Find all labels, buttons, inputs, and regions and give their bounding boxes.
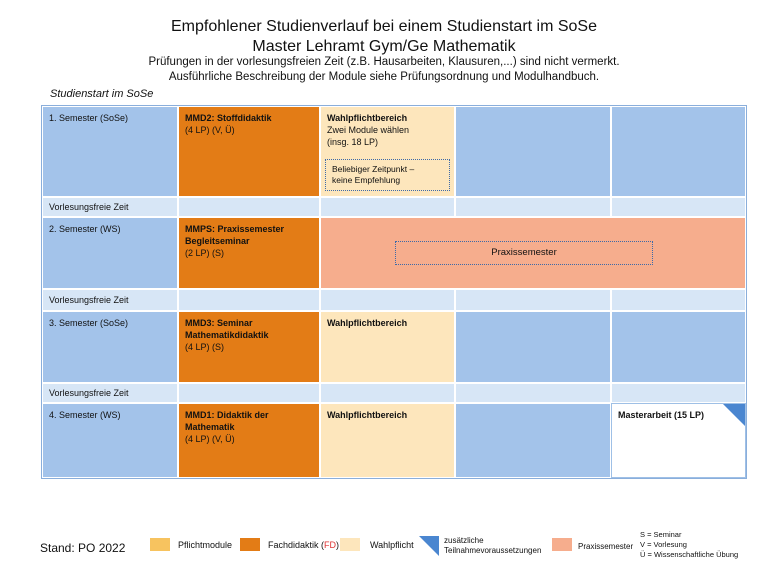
empty-cell <box>178 383 320 403</box>
row-label-text: Vorlesungsfreie Zeit <box>49 388 129 398</box>
module-info: (4 LP) (V, Ü) <box>185 125 235 135</box>
legend-text: S = Seminar <box>640 530 682 539</box>
masterarbeit-cell: Masterarbeit (15 LP) <box>611 403 746 478</box>
module-title: MMD1: Didaktik der <box>185 410 269 420</box>
legend-swatch-fachdidaktik <box>240 538 260 551</box>
legend-fd-abbrev: FD <box>324 540 337 550</box>
title-line-2: Master Lehramt Gym/Ge Mathematik <box>252 38 516 55</box>
subtitle-line-2: Ausführliche Beschreibung der Module sie… <box>168 71 600 83</box>
praxissemester-block: Praxissemester <box>320 217 746 289</box>
praxissemester-label: Praxissemester <box>395 241 653 265</box>
legend-label-wahlpflicht: Wahlpflicht <box>370 540 414 550</box>
legend-swatch-pflicht <box>150 538 170 551</box>
row-label-text: Vorlesungsfreie Zeit <box>49 295 129 305</box>
module-title: MMD3: Seminar <box>185 318 253 328</box>
legend-text: Teilnahmevoraussetzungen <box>444 546 542 555</box>
module-info: (4 LP) (S) <box>185 342 225 352</box>
row-label-text: 2. Semester (WS) <box>49 224 121 234</box>
empty-cell <box>611 197 746 217</box>
module-mmd2: MMD2: Stoffdidaktik (4 LP) (V, Ü) <box>178 106 320 197</box>
module-title: Mathematik <box>185 422 235 432</box>
empty-cell <box>320 289 455 311</box>
row-label-sem1: 1. Semester (SoSe) <box>42 106 178 197</box>
triangle-marker-icon <box>419 536 439 556</box>
note-line: keine Empfehlung <box>332 175 401 185</box>
module-info: (insg. 18 LP) <box>327 137 379 147</box>
empty-cell <box>455 289 611 311</box>
legend-triangle-icon <box>419 536 439 556</box>
stand-label: Stand: PO 2022 <box>40 541 126 555</box>
timing-note: Beliebiger Zeitpunkt – keine Empfehlung <box>325 159 450 191</box>
wahlpflicht-sem1: Wahlpflichtbereich Zwei Module wählen (i… <box>320 106 455 197</box>
module-mmd3: MMD3: Seminar Mathematikdidaktik (4 LP) … <box>178 311 320 383</box>
module-title: Wahlpflichtbereich <box>327 113 408 123</box>
legend-text: zusätzliche <box>444 536 484 545</box>
wahlpflicht-sem4: Wahlpflichtbereich <box>320 403 455 478</box>
study-plan-grid: 1. Semester (SoSe) MMD2: Stoffdidaktik (… <box>42 106 746 478</box>
empty-cell <box>455 106 611 197</box>
legend-swatch-wahlpflicht <box>340 538 360 551</box>
empty-cell <box>320 197 455 217</box>
legend-text: Ü = Wissenschaftliche Übung <box>640 550 739 559</box>
note-line: Beliebiger Zeitpunkt – <box>332 164 415 174</box>
legend-label-zusaetzlich: zusätzliche Teilnahmevoraussetzungen <box>444 536 541 556</box>
module-title: MMD2: Stoffdidaktik <box>185 113 272 123</box>
legend-text: ) <box>336 540 340 550</box>
studienstart-label: Studienstart im SoSe <box>50 88 154 100</box>
legend-label-fachdidaktik: Fachdidaktik (FD) <box>268 540 339 550</box>
row-label-sem3: 3. Semester (SoSe) <box>42 311 178 383</box>
legend-abbreviations: S = Seminar V = Vorlesung Ü = Wissenscha… <box>640 530 738 560</box>
prerequisite-marker-icon <box>723 404 745 426</box>
empty-cell <box>178 289 320 311</box>
module-info: Zwei Module wählen <box>327 125 410 135</box>
row-label-vfz1: Vorlesungsfreie Zeit <box>42 197 178 217</box>
wahlpflicht-sem3: Wahlpflichtbereich <box>320 311 455 383</box>
module-title: Mathematikdidaktik <box>185 330 269 340</box>
empty-cell <box>455 383 611 403</box>
row-label-text: Vorlesungsfreie Zeit <box>49 202 129 212</box>
row-label-vfz2: Vorlesungsfreie Zeit <box>42 289 178 311</box>
empty-cell <box>611 311 746 383</box>
module-mmps: MMPS: Praxissemester Begleitseminar (2 L… <box>178 217 320 289</box>
module-title: Masterarbeit (15 LP) <box>618 410 705 420</box>
module-mmd1: MMD1: Didaktik der Mathematik (4 LP) (V,… <box>178 403 320 478</box>
module-info: (4 LP) (V, Ü) <box>185 434 235 444</box>
empty-cell <box>455 311 611 383</box>
empty-cell <box>611 383 746 403</box>
row-label-text: 1. Semester (SoSe) <box>49 113 129 123</box>
row-label-text: 3. Semester (SoSe) <box>49 318 129 328</box>
empty-cell <box>611 106 746 197</box>
empty-cell <box>455 197 611 217</box>
row-label-text: 4. Semester (WS) <box>49 410 121 420</box>
empty-cell <box>320 383 455 403</box>
row-label-vfz3: Vorlesungsfreie Zeit <box>42 383 178 403</box>
row-label-sem4: 4. Semester (WS) <box>42 403 178 478</box>
empty-cell <box>178 197 320 217</box>
module-title: Wahlpflichtbereich <box>327 410 408 420</box>
subtitle-line-1: Prüfungen in der vorlesungsfreien Zeit (… <box>148 56 620 68</box>
legend-swatch-praxis <box>552 538 572 551</box>
title-line-1: Empfohlener Studienverlauf bei einem Stu… <box>170 18 597 35</box>
module-title: Wahlpflichtbereich <box>327 318 408 328</box>
row-label-sem2: 2. Semester (WS) <box>42 217 178 289</box>
legend-label-pflicht: Pflichtmodule <box>178 540 233 550</box>
legend-label-praxis: Praxissemester <box>578 542 634 551</box>
empty-cell <box>455 403 611 478</box>
legend-text: Fachdidaktik ( <box>268 540 325 550</box>
empty-cell <box>611 289 746 311</box>
legend-text: V = Vorlesung <box>640 540 687 549</box>
module-title: MMPS: Praxissemester <box>185 224 285 234</box>
module-title: Begleitseminar <box>185 236 250 246</box>
module-info: (2 LP) (S) <box>185 248 225 258</box>
